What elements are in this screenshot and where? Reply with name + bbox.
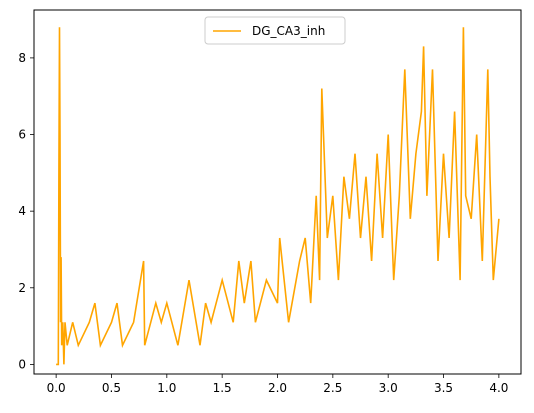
axes-frame [33,9,522,375]
x-tick-label: 4.0 [489,381,508,395]
y-tick-label: 0 [18,357,26,371]
x-tick-label: 3.5 [434,381,453,395]
x-tick-label: 0.0 [47,381,66,395]
series-line-0 [56,27,500,366]
x-tick-label: 3.0 [379,381,398,395]
series-layer [56,27,500,366]
legend-box [204,16,346,45]
x-tick-label: 2.5 [323,381,342,395]
x-tick-label: 0.5 [102,381,121,395]
y-tick-label: 8 [18,51,26,65]
legend-label: DG_CA3_inh [252,24,325,38]
x-tick-label: 1.0 [157,381,176,395]
y-tick-label: 2 [18,281,26,295]
legend: DG_CA3_inh [204,16,346,45]
x-tick-label: 1.5 [213,381,232,395]
y-tick-label: 6 [18,128,26,142]
x-axis-ticks: 0.0 0.5 1.0 1.5 2.0 2.5 3.0 3.5 4.0 [47,374,508,395]
y-tick-label: 4 [18,204,26,218]
y-axis-ticks: 0 2 4 6 8 [18,51,34,371]
x-tick-label: 2.0 [268,381,287,395]
